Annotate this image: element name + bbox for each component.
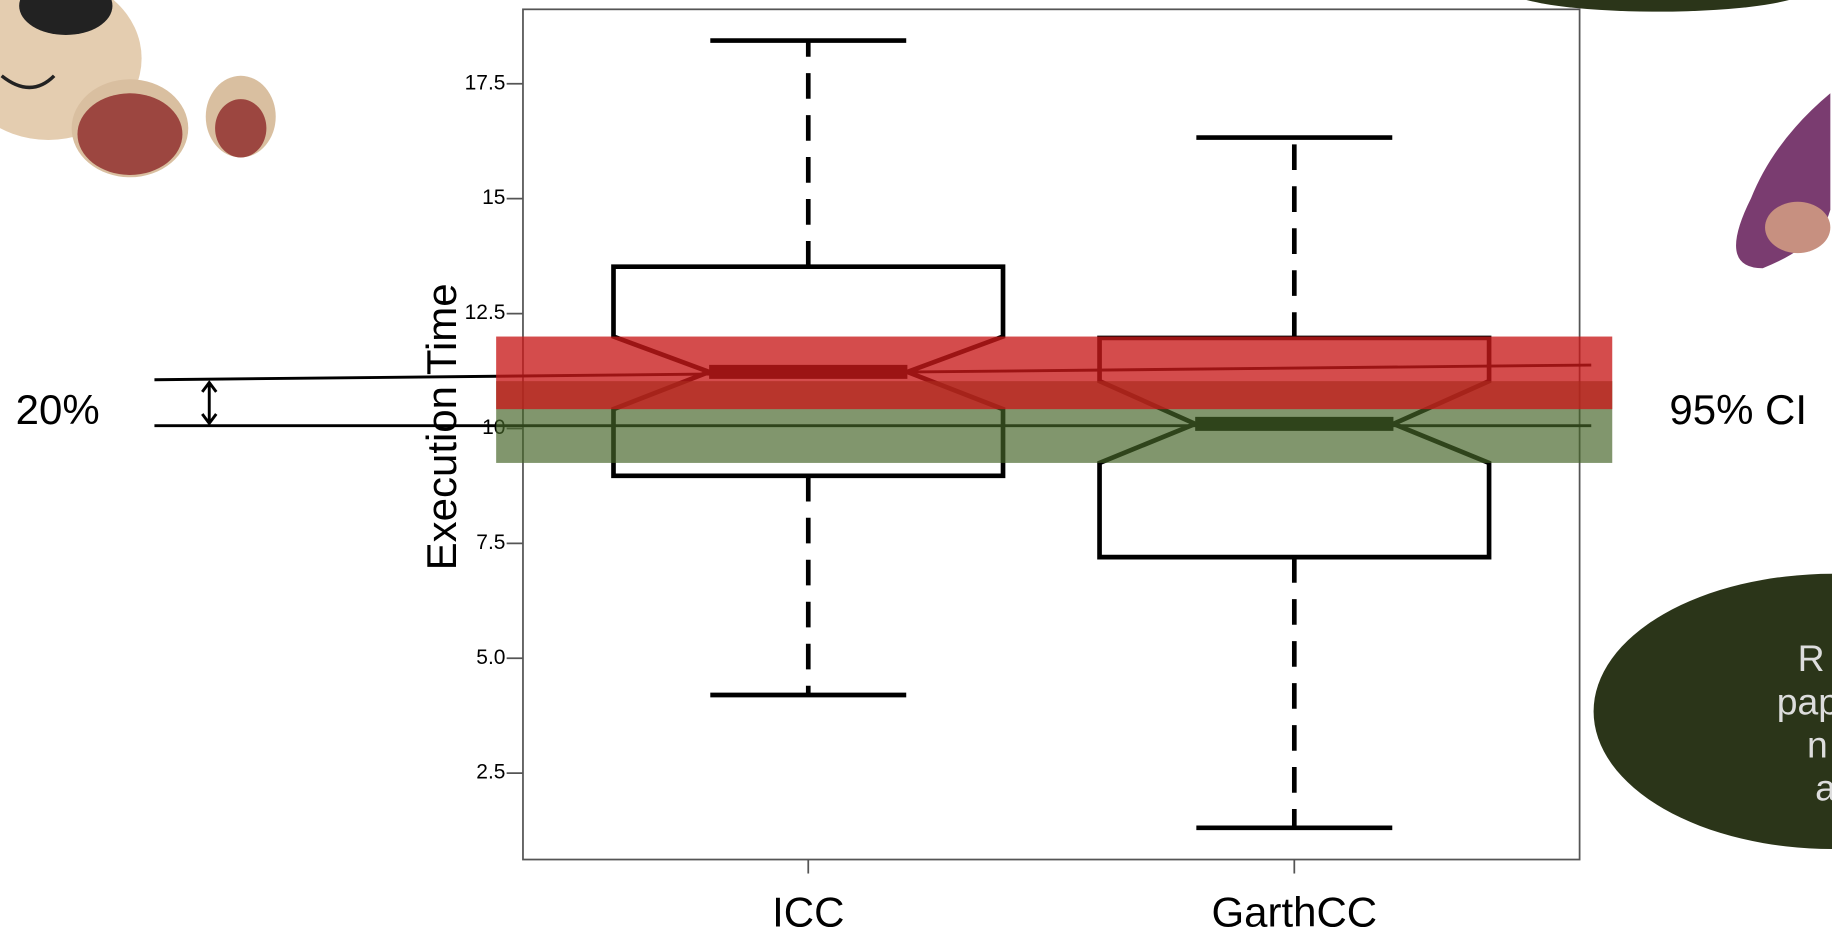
x-tick-label: GarthCC [1212,889,1378,936]
y-tick-label: 17.5 [465,71,506,94]
plush-toy-right [1526,0,1831,269]
y-tick-label: 2.5 [476,761,505,784]
plush-toy-left [0,0,276,178]
speech-bubble [1593,573,1832,849]
bubble-text: Rpapena [1777,637,1832,808]
bubble-line: n [1807,723,1828,765]
y-tick-label: 7.5 [476,531,505,554]
chart: Execution Time 20% 95% CI 2.55.07.51012.… [16,8,1807,936]
bubble-line: a [1815,767,1832,809]
y-tick-label: 15 [482,186,505,209]
double-arrow [201,380,218,426]
ci-band [496,336,1613,410]
bubble-line: pape [1777,680,1832,722]
annotation: 20% [16,386,100,433]
annotation: 95% CI [1669,386,1807,433]
bubble-line: R [1798,637,1825,679]
x-tick-label: ICC [772,889,844,936]
y-tick-label: 5.0 [476,646,505,669]
y-tick-label: 12.5 [465,301,506,324]
